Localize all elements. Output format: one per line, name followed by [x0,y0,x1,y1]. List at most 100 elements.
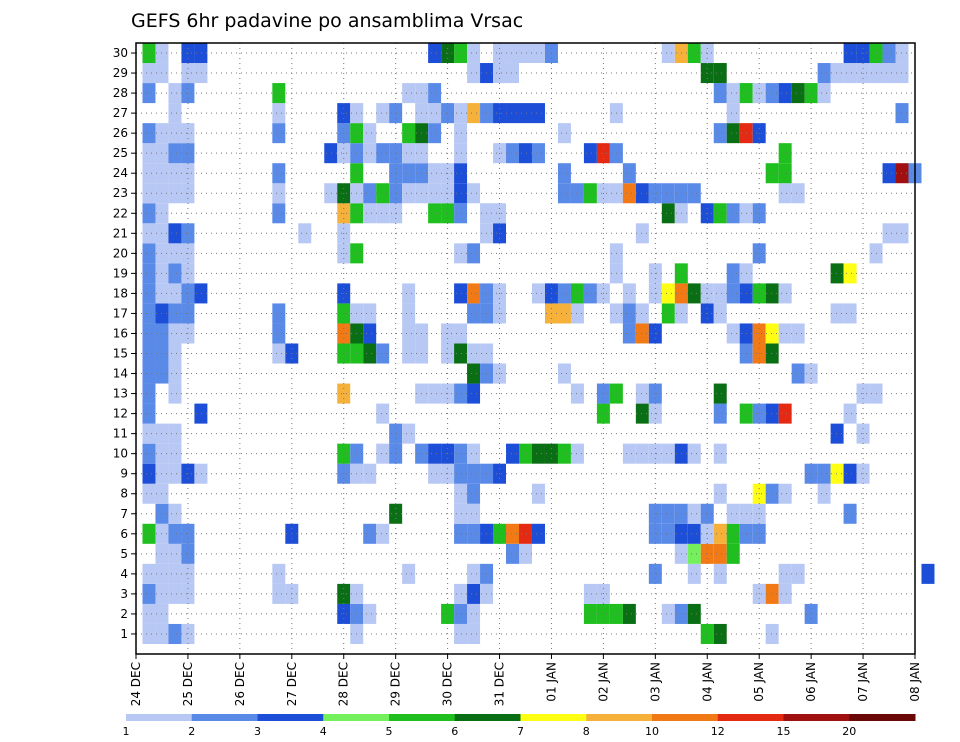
colorbar-label: 4 [320,725,327,738]
heatmap-cell [194,63,208,84]
heatmap-cell [830,63,844,84]
heatmap-cell [454,243,468,264]
heatmap-cell [142,383,156,404]
heatmap-cell [402,303,416,324]
heatmap-cell [168,543,182,564]
heatmap-cell [531,483,545,504]
heatmap-cell [843,263,857,284]
x-tick-label: 02 JAN [596,662,610,702]
heatmap-cell [583,183,597,204]
heatmap-cell [687,443,701,464]
heatmap-cell [467,103,481,124]
y-tick-label: 11 [113,427,128,441]
heatmap-cell [791,183,805,204]
heatmap-cell [726,83,740,104]
heatmap-cell [519,43,532,64]
heatmap-cell [272,583,286,604]
heatmap-cell [454,583,468,604]
heatmap-cell [713,303,727,324]
y-tick-label: 24 [113,166,128,180]
heatmap-cell [376,103,390,124]
heatmap-cell [168,623,182,644]
heatmap-cell [142,563,156,584]
colorbar-swatch [849,714,916,721]
heatmap-cell [272,183,286,204]
y-tick-label: 21 [113,226,128,240]
heatmap-cell [778,283,792,304]
heatmap-cell [506,443,519,464]
y-tick-label: 25 [113,146,128,160]
heatmap-cell [583,283,597,304]
heatmap-cell [272,323,286,344]
heatmap-cell [454,143,468,164]
heatmap-cell [376,343,390,364]
heatmap-cell [454,103,468,124]
y-tick-label: 22 [113,206,128,220]
heatmap-cell [363,603,377,624]
heatmap-cell [635,323,649,344]
heatmap-cell [363,323,377,344]
heatmap-cell [713,483,727,504]
colorbar-swatch [323,714,390,721]
heatmap-cell [467,483,481,504]
heatmap-cell [570,443,584,464]
colorbar-label: 5 [386,725,393,738]
colorbar-swatch [586,714,653,721]
heatmap-cell [428,203,442,224]
heatmap-cell [687,563,701,584]
colorbar-label: 6 [451,725,458,738]
heatmap-cell [376,143,390,164]
heatmap-cell [557,123,571,144]
y-tick-label: 12 [113,407,128,421]
heatmap-cell [402,423,416,444]
heatmap-cell [817,463,831,484]
heatmap-cell [635,183,649,204]
heatmap-cell [428,123,442,144]
heatmap-cell [687,283,701,304]
heatmap-cell [895,103,909,124]
heatmap-cell [687,43,701,64]
colorbar-swatch [783,714,850,721]
x-tick-label: 24 DEC [129,662,143,706]
heatmap-cell [324,143,338,164]
heatmap-cell [726,543,740,564]
heatmap-cell [661,443,675,464]
y-tick-label: 13 [113,387,128,401]
heatmap-cell [726,263,740,284]
heatmap-cell [142,183,156,204]
heatmap-cell [467,283,481,304]
heatmap-cell [168,303,182,324]
heatmap-cell [622,303,636,324]
x-tick-label: 07 JAN [856,662,870,702]
heatmap-cell [791,323,805,344]
heatmap-cell [168,283,182,304]
heatmap-cell [467,183,481,204]
heatmap-cell [778,323,792,344]
y-tick-label: 6 [120,527,128,541]
heatmap-cell [635,303,649,324]
y-tick-label: 23 [113,186,128,200]
heatmap-cell [921,563,935,584]
heatmap-cell [882,63,896,84]
colorbar-label: 20 [842,725,856,738]
colorbar-swatch [652,714,719,721]
heatmap-cell [194,463,208,484]
chart-title: GEFS 6hr padavine po ansamblima Vrsac [131,10,523,32]
colorbar-swatch [717,714,784,721]
heatmap-cell [713,123,727,144]
y-tick-label: 30 [113,46,128,60]
heatmap-cell [506,43,519,64]
heatmap-cell [817,63,831,84]
heatmap-cell [778,143,792,164]
heatmap-cell [142,303,156,324]
heatmap-cell [622,443,636,464]
x-tick-label: 06 JAN [804,662,818,702]
heatmap-cell [843,463,857,484]
heatmap-cell [142,323,156,344]
heatmap-cell [142,583,156,604]
heatmap-cell [168,123,182,144]
heatmap-cell [791,83,805,104]
heatmap-cell [895,223,909,244]
heatmap-cell [454,343,468,364]
heatmap-cell [519,543,532,564]
